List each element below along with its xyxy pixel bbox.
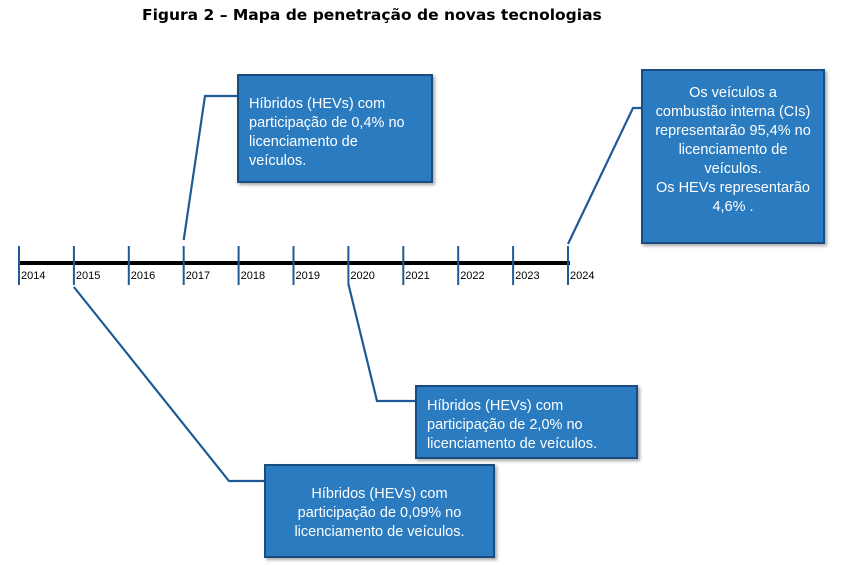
connectors [73, 94, 642, 483]
figure-title: Figura 2 – Mapa de penetração de novas t… [142, 6, 602, 24]
year-label: 2016 [131, 270, 155, 282]
callout-2017: Híbridos (HEVs) com participação de 0,4%… [237, 74, 433, 183]
callout-2024: Os veículos a combustão interna (CIs) re… [641, 69, 825, 244]
year-ticks [18, 246, 569, 285]
year-label: 2015 [76, 270, 100, 282]
callout-line: participação de 0,09% no [297, 505, 462, 521]
year-label: 2022 [460, 270, 484, 282]
callout-connector [73, 286, 265, 483]
callout-line: representarão 95,4% no [655, 123, 811, 139]
callout-connector [347, 283, 416, 403]
callout-line: licenciamento de [678, 142, 788, 158]
callout-line: combustão interna (CIs) [655, 104, 811, 120]
callout-line: Híbridos (HEVs) com [311, 486, 448, 502]
year-label: 2024 [570, 270, 594, 282]
callout-line: licenciamento de veículos. [427, 436, 598, 452]
year-label: 2021 [405, 270, 429, 282]
callout-line: veículos. [704, 161, 762, 177]
callout-line: licenciamento de veículos. [294, 524, 465, 540]
callout-line: Os veículos a [689, 85, 777, 101]
callout-line: participação de 2,0% no [427, 417, 583, 433]
year-label: 2023 [515, 270, 539, 282]
callout-line: 4,6% . [712, 199, 754, 215]
callout-line: Os HEVs representarão [656, 180, 810, 196]
callout-line: Híbridos (HEVs) com [427, 398, 564, 414]
callout-2015: Híbridos (HEVs) com participação de 0,09… [264, 464, 495, 558]
year-label: 2014 [21, 270, 45, 282]
callout-line: licenciamento de [249, 134, 358, 150]
year-label: 2018 [241, 270, 265, 282]
year-label: 2020 [350, 270, 374, 282]
callout-2020: Híbridos (HEVs) com participação de 2,0%… [415, 385, 638, 459]
year-label: 2017 [186, 270, 210, 282]
callout-line: participação de 0,4% no [249, 115, 405, 131]
callout-line: veículos. [249, 153, 307, 169]
year-label: 2019 [296, 270, 320, 282]
callout-line: Híbridos (HEVs) com [249, 96, 386, 112]
callout-connector [182, 94, 238, 241]
callout-connector [567, 106, 642, 245]
year-labels: 2014 2015 2016 2017 2018 2019 2020 2021 2022 2023… [21, 270, 594, 282]
